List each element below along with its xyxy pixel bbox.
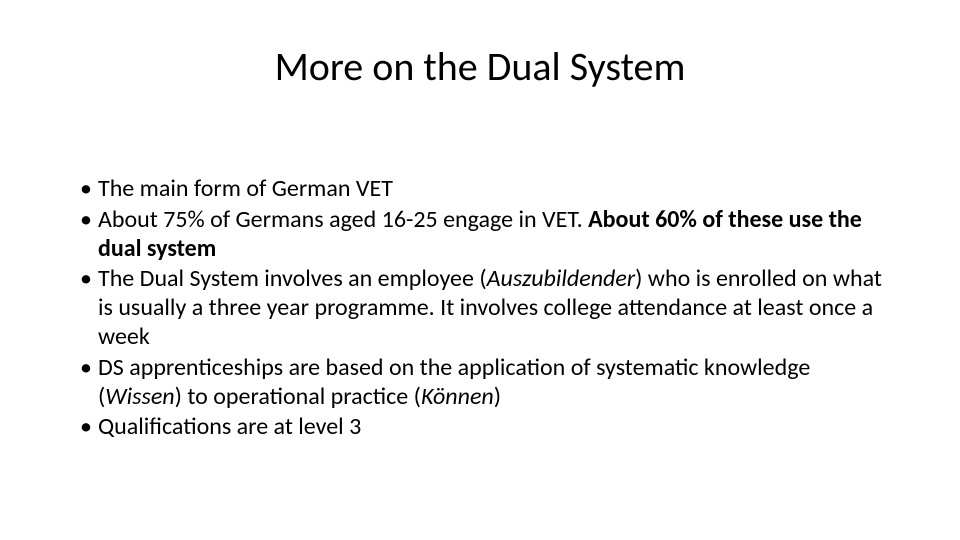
slide-body: The main form of German VETAbout 75% of … (80, 175, 890, 444)
bullet-item: Qualifications are at level 3 (80, 413, 890, 442)
bullet-text-segment: The main form of German VET (98, 174, 393, 203)
bullet-text-segment: Können (421, 382, 494, 411)
bullet-text-segment: ) to operational practice ( (175, 382, 421, 411)
bullet-item: DS apprenticeships are based on the appl… (80, 354, 890, 412)
bullet-text-segment: ) (494, 382, 501, 411)
bullet-text-segment: Qualifications are at level 3 (98, 412, 361, 441)
bullet-text-segment: About 75% of Germans aged 16-25 engage i… (98, 205, 588, 234)
bullet-item: The Dual System involves an employee (Au… (80, 265, 890, 351)
bullet-list: The main form of German VETAbout 75% of … (80, 175, 890, 442)
bullet-text-segment: The Dual System involves an employee ( (98, 264, 487, 293)
bullet-item: About 75% of Germans aged 16-25 engage i… (80, 206, 890, 264)
bullet-text-segment: Auszubildender (487, 264, 636, 293)
bullet-item: The main form of German VET (80, 175, 890, 204)
slide-title: More on the Dual System (0, 42, 960, 91)
slide: More on the Dual System The main form of… (0, 0, 960, 540)
bullet-text-segment: Wissen (105, 382, 174, 411)
